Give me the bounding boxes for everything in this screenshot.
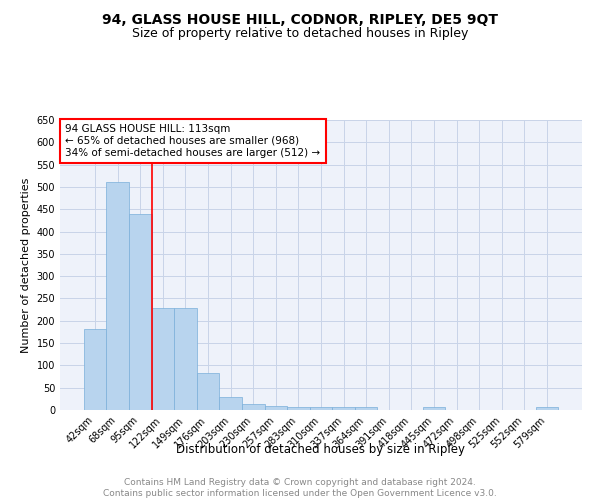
Text: Size of property relative to detached houses in Ripley: Size of property relative to detached ho… <box>132 28 468 40</box>
Bar <box>242 404 265 410</box>
Bar <box>310 407 332 410</box>
Bar <box>197 372 220 410</box>
Text: 94, GLASS HOUSE HILL, CODNOR, RIPLEY, DE5 9QT: 94, GLASS HOUSE HILL, CODNOR, RIPLEY, DE… <box>102 12 498 26</box>
Text: 94 GLASS HOUSE HILL: 113sqm
← 65% of detached houses are smaller (968)
34% of se: 94 GLASS HOUSE HILL: 113sqm ← 65% of det… <box>65 124 320 158</box>
Bar <box>152 308 174 410</box>
Text: Contains HM Land Registry data © Crown copyright and database right 2024.
Contai: Contains HM Land Registry data © Crown c… <box>103 478 497 498</box>
Bar <box>536 407 558 410</box>
Bar <box>106 182 129 410</box>
Bar <box>220 397 242 410</box>
Y-axis label: Number of detached properties: Number of detached properties <box>21 178 31 352</box>
Bar <box>422 407 445 410</box>
Text: Distribution of detached houses by size in Ripley: Distribution of detached houses by size … <box>176 442 466 456</box>
Bar <box>265 406 287 410</box>
Bar <box>287 407 310 410</box>
Bar <box>355 407 377 410</box>
Bar <box>174 308 197 410</box>
Bar <box>129 214 152 410</box>
Bar <box>84 329 106 410</box>
Bar <box>332 407 355 410</box>
